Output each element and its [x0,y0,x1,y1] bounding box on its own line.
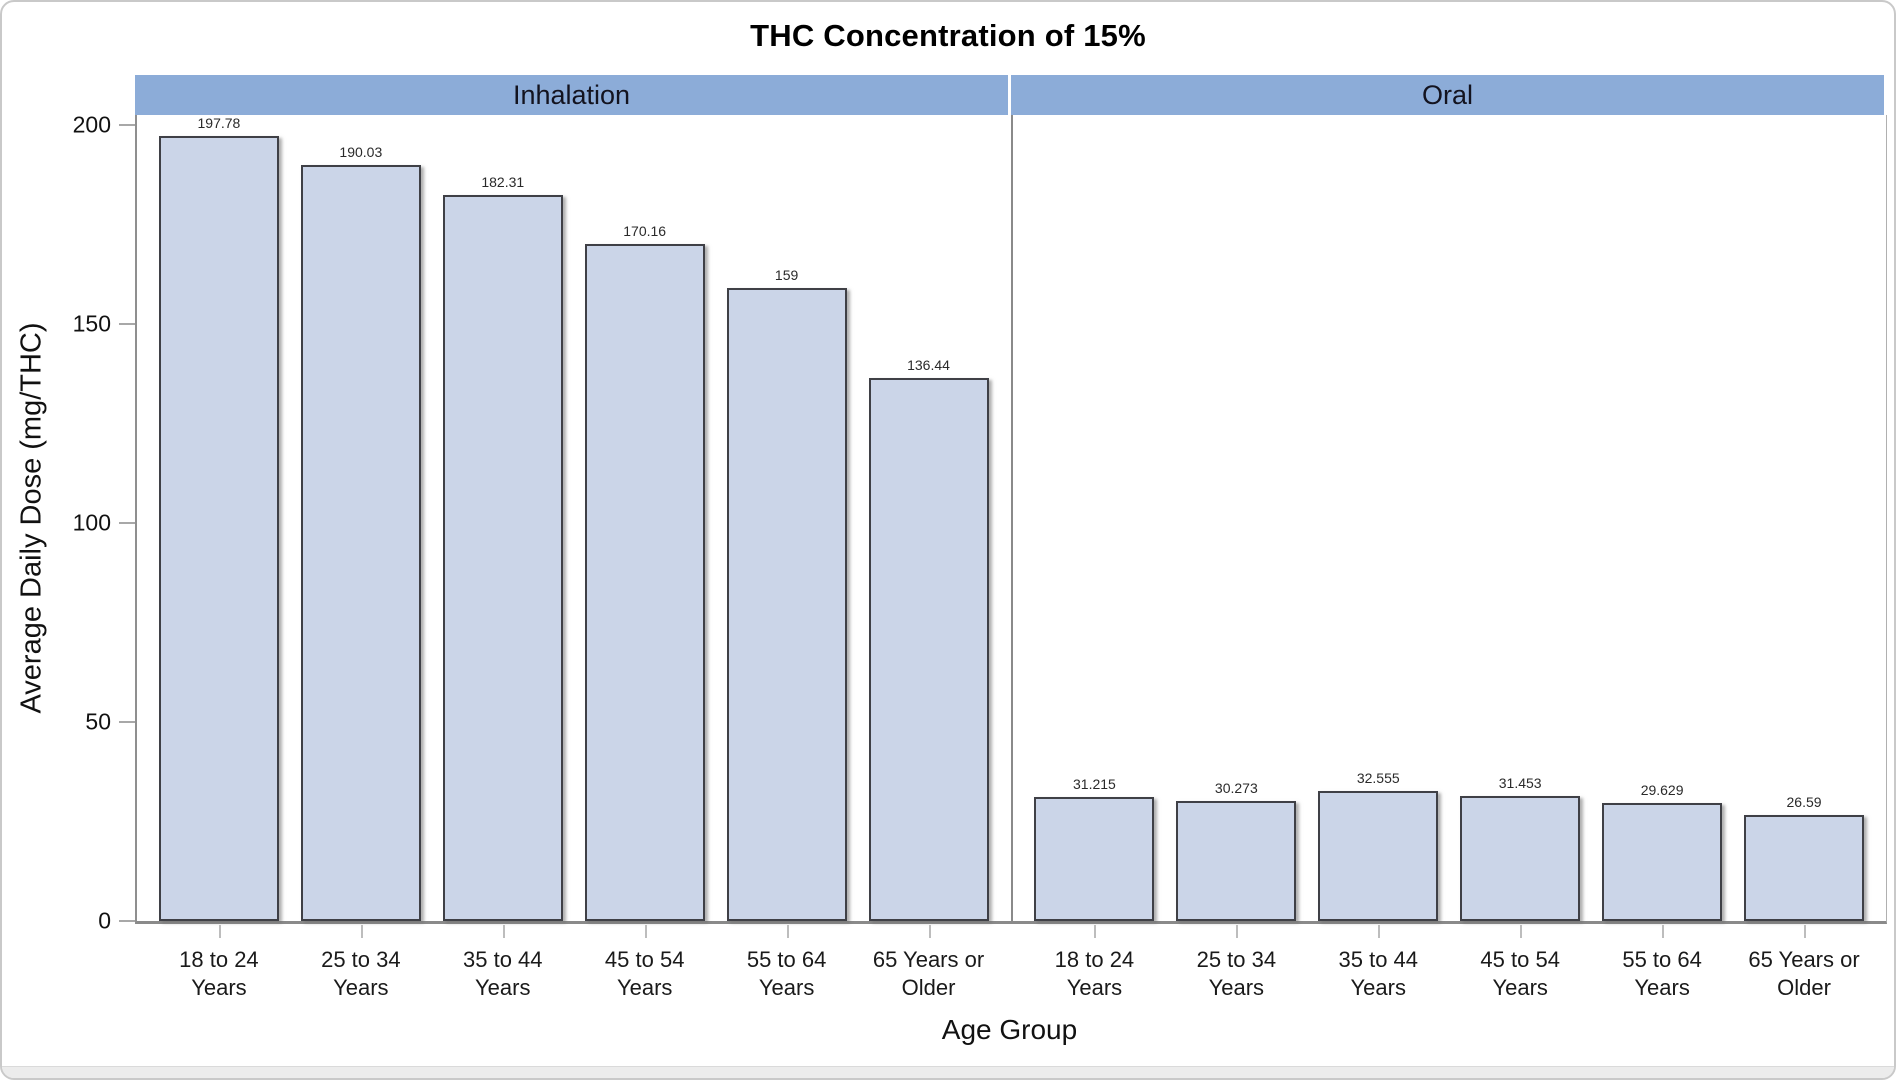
x-axis-title: Age Group [941,1014,1078,1045]
bar [1460,795,1581,921]
x-axis-tick [928,925,931,938]
panel-inhalation: 197.78 18 to 24 Years 190.03 25 to 34 Years 18… [137,115,1011,1000]
y-axis-tick [119,522,135,524]
x-axis-tick [1804,925,1807,938]
bar-value-label: 170.16 [623,222,667,239]
category-label: 65 Years or Older [1748,947,1860,1000]
plot-area: 0 50 100 150 200 197.78 18 to 24 Years 190.03 25 … [73,112,1887,1000]
category-label: 55 to 64 Years [1622,947,1702,1000]
bar-slot: 31.215 18 to 24 Years [1034,115,1155,1000]
footer-strip [2,1066,1894,1078]
bar [300,164,421,921]
x-axis-tick [1094,925,1097,938]
bar-slot: 159 55 to 64 Years [726,115,847,1000]
panel-header-band: Inhalation Oral [135,75,1884,115]
category-label: 25 to 34 Years [321,947,401,1000]
bar-value-label: 197.78 [197,115,241,131]
y-tick-label: 100 [72,509,111,536]
category-label: 65 Years or Older [872,947,985,1000]
bar-value-label: 29.629 [1640,782,1684,799]
panel-header: Oral [1011,75,1884,115]
y-axis-title: Average Daily Dose (mg/THC) [15,322,48,714]
y-axis-tick [119,721,135,723]
bar [158,136,279,921]
y-axis-tick [119,920,135,922]
bar-slot: 31.453 45 to 54 Years [1460,115,1581,1000]
bar-value-label: 136.44 [907,356,950,373]
x-axis-tick [1662,925,1665,938]
bar-value-label: 31.215 [1073,775,1116,792]
bar-slot: 170.16 45 to 54 Years [584,115,705,1000]
bar-slot: 29.629 55 to 64 Years [1602,115,1723,1000]
bar [868,377,989,921]
category-label: 55 to 64 Years [746,947,827,1000]
category-label: 45 to 54 Years [1480,947,1560,1000]
bar-slot: 182.31 35 to 44 Years [442,115,563,1000]
x-axis-tick [1520,925,1523,938]
category-label: 45 to 54 Years [604,947,685,1000]
x-axis-tick [786,925,789,938]
bar-value-label: 30.273 [1214,779,1258,796]
y-axis-tick [119,323,135,325]
bar [1318,791,1439,921]
chart-title: THC Concentration of 15% [750,18,1146,53]
bar [442,195,563,921]
bar-slot: 197.78 18 to 24 Years [158,115,279,1000]
bar-slot: 30.273 25 to 34 Years [1176,115,1297,1000]
y-tick-label: 0 [98,907,111,934]
y-axis-tick [119,124,135,126]
panel-oral: 31.215 18 to 24 Years 30.273 25 to 34 Years 32… [1010,115,1887,1000]
bar-value-label: 190.03 [339,143,383,160]
y-tick-label: 200 [72,111,111,138]
category-label: 18 to 24 Years [1054,947,1135,1000]
bar-value-label: 32.555 [1356,770,1400,787]
bar-slot: 32.555 35 to 44 Years [1318,115,1439,1000]
x-axis-tick [1378,925,1381,938]
y-tick-label: 150 [72,310,111,337]
bar-value-label: 182.31 [481,174,525,191]
x-axis-tick [644,925,647,938]
bar [1744,815,1865,921]
bar [1176,800,1297,921]
bar [1602,803,1723,921]
category-label: 18 to 24 Years [179,947,259,1000]
x-axis-tick [502,925,505,938]
bar [584,243,705,921]
bar-value-label: 159 [774,267,799,284]
x-axis-tick [1236,925,1239,938]
bar [1034,796,1155,921]
bar-value-label: 31.453 [1498,774,1542,791]
x-axis-tick [360,925,363,938]
bar-slot: 136.44 65 Years or Older [868,115,989,1000]
bar-slot: 26.59 65 Years or Older [1744,115,1865,1000]
category-label: 35 to 44 Years [1338,947,1419,1000]
y-tick-label: 50 [85,708,111,735]
category-label: 35 to 44 Years [463,947,543,1000]
bar-slot: 190.03 25 to 34 Years [300,115,421,1000]
panel-header: Inhalation [135,75,1008,115]
bar-value-label: 26.59 [1786,794,1822,811]
bar [726,288,847,921]
category-label: 25 to 34 Years [1196,947,1277,1000]
x-axis-tick [218,925,221,938]
